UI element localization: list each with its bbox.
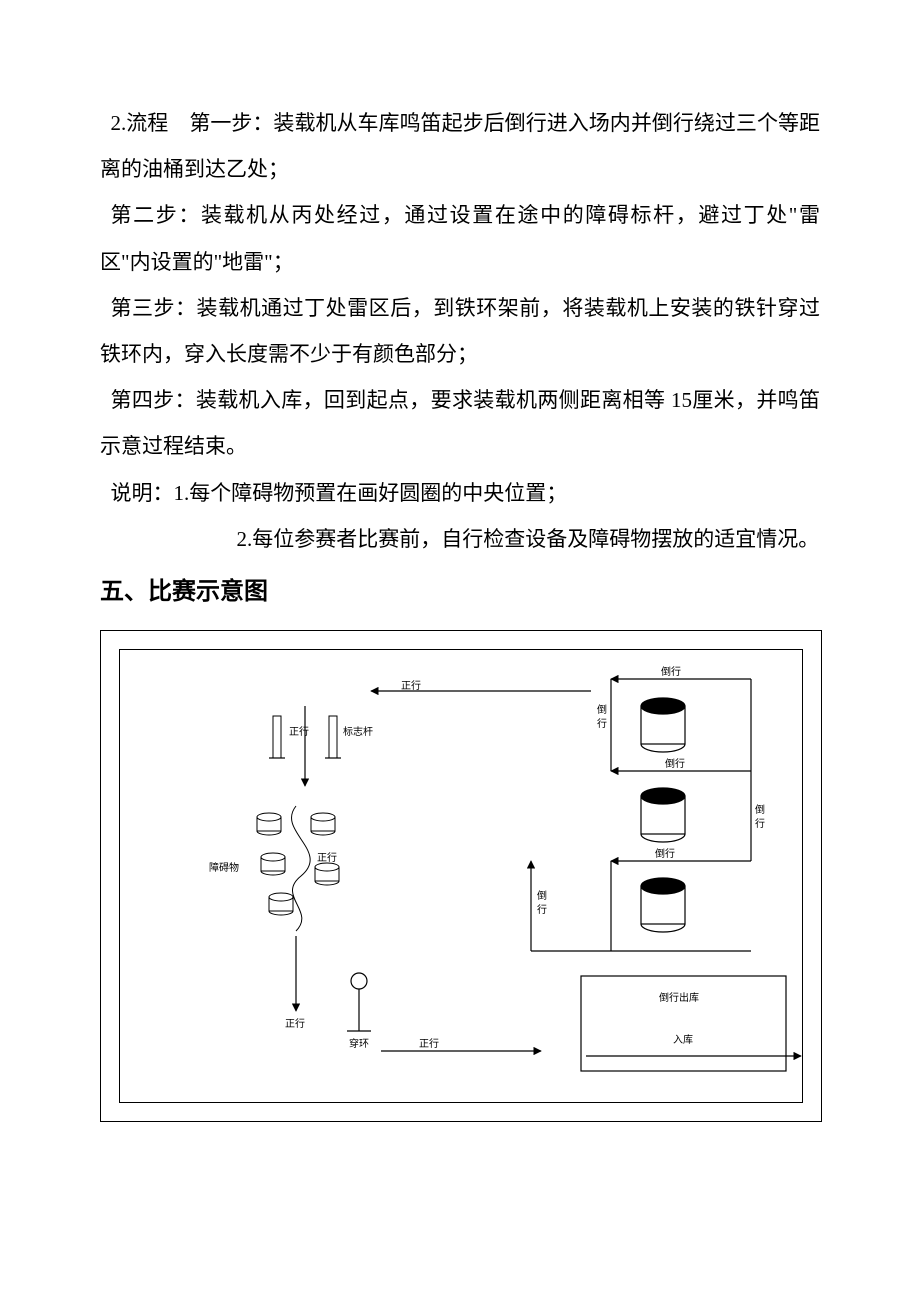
paragraph-3: 第三步：装载机通过丁处雷区后，到铁环架前，将装载机上安装的铁针穿过铁环内，穿入长… [100, 285, 820, 377]
diagram-container: 倒行 正行 倒 行 倒行 倒 行 倒行 倒 行 正行 标志杆 障碍物 正行 正行… [100, 630, 822, 1122]
label-dao-v3: 倒 [537, 887, 547, 902]
label-dao-v1: 倒 [597, 701, 607, 716]
label-dao-v2: 倒 [755, 801, 765, 816]
marker-post-right-icon [325, 716, 341, 758]
obstacle-cylinder-icon [257, 813, 281, 835]
paragraph-2: 第二步：装载机从丙处经过，通过设置在途中的障碍标杆，避过丁处"雷区"内设置的"地… [100, 192, 820, 284]
diagram-svg [101, 631, 821, 1121]
barrel-2-icon [641, 788, 685, 842]
label-xing-v3: 行 [537, 901, 547, 916]
obstacle-cylinder-icon [269, 893, 293, 915]
label-daoxing-m2: 倒行 [655, 845, 675, 860]
note-2a: 2.每位参赛者比赛前，自行检查设备及障碍物摆放的适宜情况。 [100, 516, 820, 562]
label-daoxing-chuku: 倒行出库 [659, 989, 699, 1004]
barrel-1-icon [641, 698, 685, 752]
label-ruku: 入库 [673, 1031, 693, 1046]
label-xing-v2: 行 [755, 815, 765, 830]
obstacle-cylinder-icon [311, 813, 335, 835]
paragraph-1: 2.流程 第一步：装载机从车库鸣笛起步后倒行进入场内并倒行绕过三个等距离的油桶到… [100, 100, 820, 192]
paragraph-4: 第四步：装载机入库，回到起点，要求装载机两侧距离相等 15厘米，并鸣笛示意过程结… [100, 377, 820, 469]
obstacle-cylinder-icon [315, 863, 339, 885]
barrel-3-icon [641, 878, 685, 932]
label-daoxing-top: 倒行 [661, 663, 681, 678]
label-biaozhigan: 标志杆 [343, 723, 373, 738]
label-chuanhuan: 穿环 [349, 1035, 369, 1050]
label-xing-v1: 行 [597, 715, 607, 730]
label-zhengxing-down: 正行 [285, 1015, 305, 1030]
label-zhengxing-top: 正行 [401, 677, 421, 692]
label-zhengxing-obst: 正行 [317, 849, 337, 864]
section-heading: 五、比赛示意图 [100, 568, 820, 616]
obstacle-cylinder-icon [261, 853, 285, 875]
ring-post-icon [347, 973, 371, 1031]
label-daoxing-m1: 倒行 [665, 755, 685, 770]
label-zhengxing-bottom: 正行 [419, 1035, 439, 1050]
marker-post-left-icon [269, 716, 285, 758]
note-1: 说明：1.每个障碍物预置在画好圆圈的中央位置； [100, 470, 820, 516]
label-zhengxing-left: 正行 [289, 723, 309, 738]
label-zhangaiwu: 障碍物 [209, 859, 239, 874]
